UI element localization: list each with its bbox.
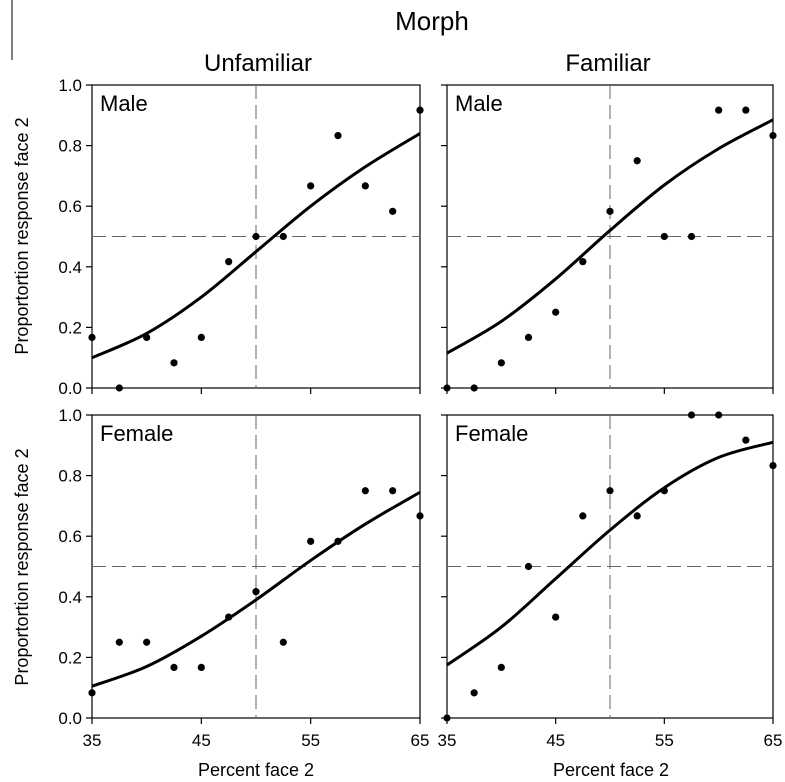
data-point <box>307 182 315 190</box>
y-tick-label: 1.0 <box>58 76 82 95</box>
y-tick-label: 1.0 <box>58 406 82 425</box>
y-axis-title-bottom: Proportortion response face 2 <box>12 448 32 685</box>
x-tick-label: 55 <box>655 731 674 750</box>
data-point <box>279 232 287 241</box>
data-point <box>497 663 505 671</box>
y-tick-label: 0.0 <box>58 379 82 398</box>
data-point <box>197 333 205 341</box>
x-tick-label: 45 <box>546 731 565 750</box>
data-point <box>579 512 587 520</box>
y-tick-label: 0.2 <box>58 318 82 337</box>
data-point <box>606 487 614 495</box>
data-point <box>334 132 342 140</box>
y-axis-title-top: Proportortion response face 2 <box>12 117 32 354</box>
fitted-curve <box>91 490 421 688</box>
data-point <box>687 411 696 419</box>
y-tick-label: 0.8 <box>58 137 82 156</box>
column-title-unfamiliar: Unfamiliar <box>204 50 312 77</box>
data-point <box>143 638 151 646</box>
data-point <box>389 207 397 215</box>
data-point <box>170 359 178 367</box>
data-point <box>715 106 723 114</box>
x-tick-label: 35 <box>438 731 457 750</box>
x-tick-label: 35 <box>83 731 102 750</box>
data-point <box>524 333 533 341</box>
panel-familiar-female: 35 45 55 65 Female <box>438 411 783 750</box>
data-point <box>687 232 696 241</box>
data-point <box>606 207 614 215</box>
data-point <box>197 663 205 671</box>
data-point <box>470 689 478 697</box>
data-point <box>252 232 260 241</box>
x-tick-label: 45 <box>192 731 211 750</box>
data-point <box>660 487 668 495</box>
panel-label: Female <box>455 421 528 446</box>
x-axis-title-right: Percent face 2 <box>553 760 669 780</box>
data-point <box>742 436 750 444</box>
y-tick-label: 0.6 <box>58 197 82 216</box>
data-point <box>115 638 123 646</box>
x-tick-label: 65 <box>764 731 783 750</box>
panel-unfamiliar-male: 0.0 0.2 0.4 0.6 0.8 1.0 Male <box>58 76 424 398</box>
data-point <box>552 308 560 316</box>
data-point <box>443 384 451 392</box>
y-tick-label: 0.2 <box>58 648 82 667</box>
data-point <box>225 613 233 621</box>
data-point <box>552 613 560 621</box>
fitted-curve <box>446 118 774 355</box>
data-point <box>225 258 233 266</box>
data-point <box>715 411 723 419</box>
x-tick-label: 55 <box>301 731 320 750</box>
data-point <box>307 537 315 545</box>
y-tick-label: 0.8 <box>58 467 82 486</box>
y-tick-label: 0.4 <box>58 588 82 607</box>
data-point <box>416 512 424 520</box>
column-title-familiar: Familiar <box>565 50 650 77</box>
data-point <box>769 462 777 470</box>
data-point <box>361 487 369 495</box>
data-point <box>633 157 641 165</box>
data-point <box>660 232 668 241</box>
data-point <box>633 512 641 520</box>
data-point <box>389 487 397 495</box>
data-point <box>88 689 96 697</box>
data-point <box>170 663 178 671</box>
fitted-curve <box>91 132 421 360</box>
panel-label: Male <box>100 91 148 116</box>
data-point <box>279 638 287 646</box>
y-tick-label: 0.6 <box>58 527 82 546</box>
data-point <box>579 258 587 266</box>
data-point <box>497 359 505 367</box>
x-axis-title-left: Percent face 2 <box>198 760 314 780</box>
data-point <box>443 714 451 722</box>
data-point <box>742 106 750 114</box>
panel-unfamiliar-female: 0.0 0.2 0.4 0.6 0.8 1.0 35 45 55 65 Female <box>58 406 429 750</box>
data-point <box>769 132 777 140</box>
data-point <box>416 106 424 114</box>
panel-label: Male <box>455 91 503 116</box>
panel-familiar-male: Male <box>441 84 777 394</box>
data-point <box>334 537 342 545</box>
y-tick-label: 0.0 <box>58 709 82 728</box>
data-point <box>524 562 533 571</box>
panel-label: Female <box>100 421 173 446</box>
data-point <box>252 588 260 596</box>
fitted-curve <box>446 440 774 667</box>
data-point <box>143 333 151 341</box>
data-point <box>361 182 369 190</box>
data-point <box>470 384 478 392</box>
y-tick-label: 0.4 <box>58 258 82 277</box>
figure-title: Morph <box>395 6 469 36</box>
data-point <box>115 384 123 392</box>
x-tick-label: 65 <box>411 731 430 750</box>
data-point <box>88 333 96 341</box>
